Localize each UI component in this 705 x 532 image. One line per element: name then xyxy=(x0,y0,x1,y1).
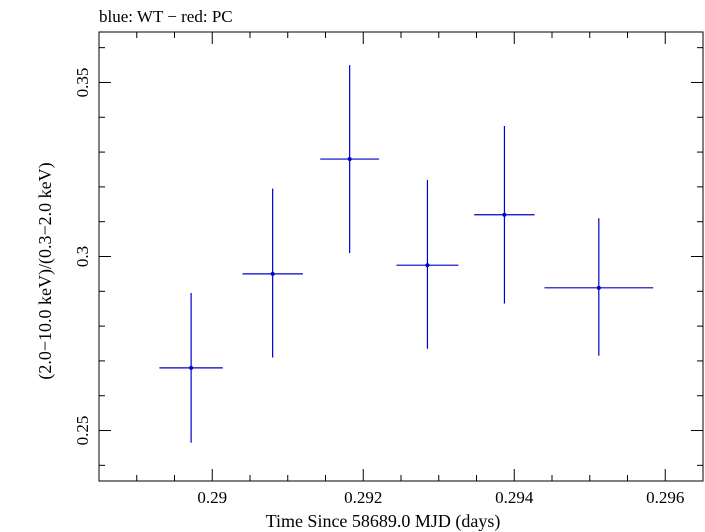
data-point xyxy=(242,188,303,358)
x-tick-label: 0.292 xyxy=(344,488,382,507)
y-tick-label: 0.25 xyxy=(73,416,92,446)
data-point-marker xyxy=(347,157,352,162)
x-tick-label: 0.294 xyxy=(495,488,534,507)
data-point-marker xyxy=(270,271,275,276)
data-point xyxy=(474,125,535,304)
x-tick-label: 0.296 xyxy=(646,488,684,507)
data-point xyxy=(544,218,654,356)
data-point-marker xyxy=(189,365,194,370)
axis-tick-labels: 0.29 0.292 0.294 0.296 0.25 0.3 0.35 xyxy=(73,68,684,507)
x-tick-label: 0.29 xyxy=(197,488,227,507)
chart-title: blue: WT − red: PC xyxy=(99,7,233,26)
axis-ticks xyxy=(98,32,704,481)
data-point xyxy=(396,179,459,349)
data-point-marker xyxy=(596,285,601,290)
x-axis-label: Time Since 58689.0 MJD (days) xyxy=(266,511,501,532)
y-tick-label: 0.3 xyxy=(73,246,92,267)
data-series-wt xyxy=(159,65,654,443)
plot-frame xyxy=(98,31,704,482)
data-point xyxy=(320,65,380,254)
data-point-marker xyxy=(425,263,430,268)
y-axis-label: (2.0−10.0 keV)/(0.3−2.0 keV) xyxy=(35,162,56,379)
data-point-marker xyxy=(502,212,507,217)
y-tick-label: 0.35 xyxy=(73,68,92,98)
data-point xyxy=(159,293,223,443)
